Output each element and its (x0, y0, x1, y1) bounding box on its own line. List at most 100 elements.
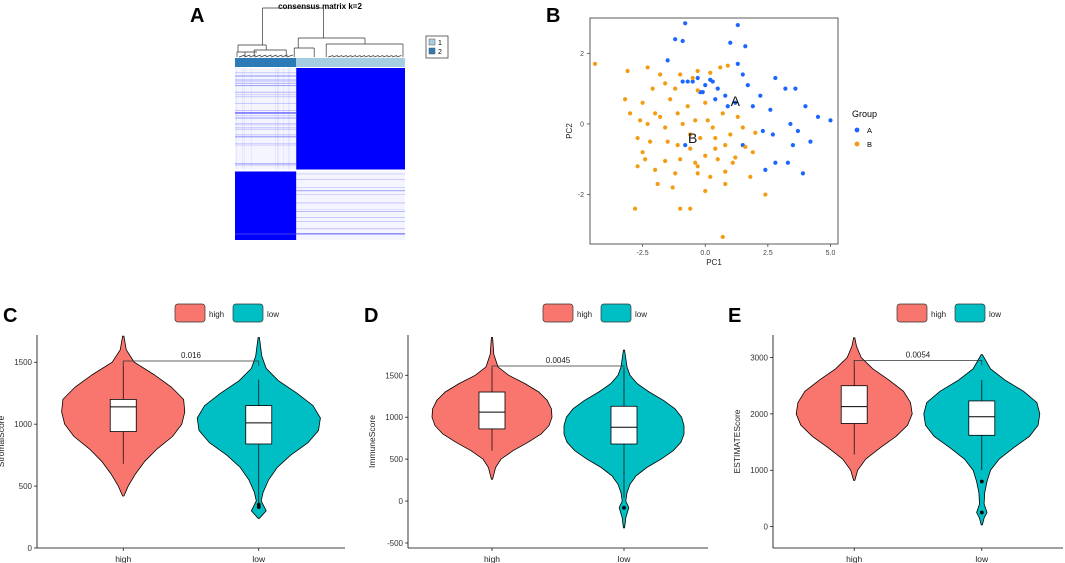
pca-point-group-b (695, 88, 700, 93)
pca-point-group-b (703, 100, 708, 105)
pca-point-group-b (640, 100, 645, 105)
pca-x-tick-label: 5.0 (826, 250, 836, 257)
dendrogram-branch (373, 55, 379, 58)
pca-point-group-b (673, 171, 678, 176)
pca-point-group-a (683, 21, 688, 26)
pca-point-group-b (743, 144, 748, 149)
violin-y-tick-label: 0 (28, 544, 33, 553)
pca-x-tick-label: 2.5 (763, 250, 773, 257)
heatmap-title: consensus matrix k=2 (278, 2, 362, 11)
pca-point-group-b (685, 104, 690, 109)
pca-point-group-a (803, 104, 808, 109)
pca-point-group-b (645, 65, 650, 70)
annotation-bar-cluster-2 (235, 58, 297, 67)
pca-point-group-a (773, 160, 778, 165)
violin-y-axis-label: ImmuneScore (367, 415, 377, 468)
pca-point-group-a (735, 22, 740, 28)
pca-point-group-b (665, 139, 670, 144)
violin-y-tick-label: 500 (19, 482, 33, 491)
pca-point-group-a (743, 44, 748, 49)
pca-point-group-b (673, 86, 678, 91)
pca-point-group-a (728, 40, 733, 45)
pca-centroid-label-b: B (688, 130, 697, 146)
panel-letter-a: A (190, 5, 204, 27)
legend-label-low: low (267, 310, 279, 319)
pca-point-group-b (695, 68, 700, 74)
pca-point-group-a (708, 77, 713, 82)
heatmap-block-cluster-1 (235, 171, 297, 240)
pca-point-group-b (635, 164, 640, 169)
significance-pvalue: 0.016 (181, 351, 202, 360)
pca-point-group-b (708, 174, 713, 180)
pca-point-group-b (720, 234, 725, 240)
pca-point-group-b (663, 81, 668, 86)
dendrogram-branch (276, 54, 283, 58)
pca-point-group-b (688, 206, 693, 211)
heatmap-offblock-upper (235, 68, 297, 170)
group-legend-label-a: A (867, 126, 872, 135)
pca-point-group-b (713, 146, 718, 151)
cluster-legend-label-2: 2 (438, 49, 442, 56)
pca-point-group-a (770, 132, 775, 137)
pca-y-tick-label: 0 (580, 121, 584, 128)
pca-point-group-b (718, 65, 723, 70)
violin-y-tick-label: 1000 (385, 413, 403, 422)
dendrogram-branch (328, 55, 334, 58)
pca-point-group-a (695, 75, 700, 81)
pca-point-group-b (680, 121, 685, 127)
pca-point-group-b (713, 135, 718, 141)
cluster-legend-swatch-2 (428, 47, 436, 55)
pca-point-group-b (688, 146, 693, 151)
panel-c: C high low 0 500 1000 1500 StromalScore high low… (0, 303, 345, 563)
significance-bracket (853, 360, 983, 366)
pca-point-group-b (625, 68, 630, 74)
legend-label-low: low (989, 310, 1001, 319)
significance-pvalue: 0.0054 (906, 350, 931, 359)
violin-outlier-low (256, 502, 261, 507)
dendrogram-branch (378, 55, 384, 58)
pca-point-group-a (760, 128, 765, 134)
legend-label-high: high (209, 310, 224, 319)
dendrogram-branch (346, 55, 352, 58)
pca-point-group-a (793, 86, 798, 91)
group-legend-title: Group (852, 109, 877, 119)
violin-y-tick-label: 1500 (385, 371, 403, 380)
pca-point-group-b (653, 167, 658, 172)
pca-point-group-b (650, 86, 655, 91)
dendrogram-branch (265, 54, 272, 58)
dendrogram-branch (238, 54, 246, 58)
violin-outlier-low (979, 510, 984, 515)
pca-point-group-a (735, 61, 740, 67)
pca-point-group-b (723, 143, 728, 148)
heatmap-block-cluster-2 (296, 68, 405, 170)
violin-y-tick-label: 500 (390, 455, 404, 464)
pca-y-tick-label: 2 (580, 51, 584, 58)
pca-point-group-b (723, 181, 728, 187)
violin-box-low (968, 400, 996, 436)
dendrogram-branch (355, 55, 361, 58)
dendrogram-branch (270, 54, 278, 58)
pca-point-group-b (750, 150, 755, 155)
group-legend-dot-b (854, 141, 860, 147)
pca-point-group-b (678, 157, 683, 162)
legend-swatch-low (232, 303, 264, 323)
pca-point-group-a (680, 79, 685, 84)
panel-letter-b: B (546, 5, 560, 27)
pca-plot-frame (589, 17, 839, 245)
pca-point-group-a (795, 128, 801, 134)
pca-point-group-b (675, 111, 680, 116)
violin-y-tick-label: 1000 (14, 420, 32, 429)
pca-point-group-b (703, 153, 708, 158)
pca-point-group-b (678, 206, 683, 211)
pca-point-group-b (695, 171, 700, 176)
pca-point-group-b (655, 181, 660, 187)
annotation-bar-cluster-1 (296, 58, 405, 67)
pca-point-group-a (723, 93, 728, 98)
pca-point-group-b (643, 157, 648, 162)
legend-label-high: high (577, 310, 592, 319)
pca-point-group-b (658, 72, 663, 77)
pca-point-group-b (728, 132, 733, 137)
pca-point-group-b (658, 114, 663, 119)
pca-point-group-b (740, 125, 745, 130)
